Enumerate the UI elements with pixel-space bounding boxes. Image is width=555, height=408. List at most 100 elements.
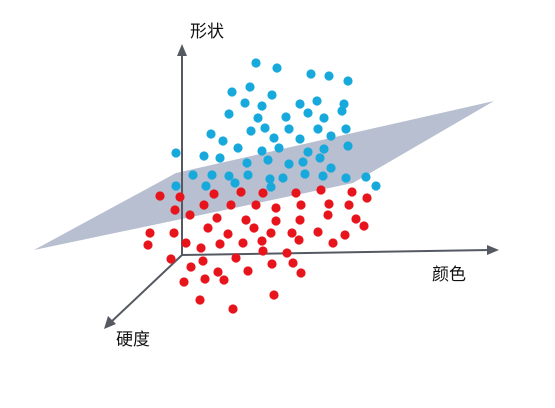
blue-data-point <box>313 124 323 134</box>
blue-data-point <box>318 171 328 181</box>
blue-data-point <box>269 133 279 143</box>
red-data-point <box>287 228 297 238</box>
shape-axis-label: 形状 <box>190 22 224 42</box>
color-axis-label: 颜色 <box>432 265 466 285</box>
red-data-point <box>155 191 165 201</box>
blue-data-point <box>303 108 313 118</box>
blue-data-point <box>227 87 237 97</box>
red-data-point <box>362 193 372 203</box>
blue-data-point <box>343 141 353 151</box>
blue-data-point <box>315 153 325 163</box>
blue-data-point <box>298 157 308 167</box>
blue-data-point <box>267 90 277 100</box>
blue-data-point <box>312 96 322 106</box>
red-data-point <box>328 238 338 248</box>
red-data-point <box>169 228 179 238</box>
red-data-point <box>143 240 153 250</box>
red-data-point <box>344 200 354 210</box>
blue-data-point <box>246 126 256 136</box>
blue-data-point <box>284 124 294 134</box>
red-data-point <box>226 200 236 210</box>
red-data-point <box>223 229 233 239</box>
red-data-point <box>186 262 196 272</box>
blue-data-point <box>306 69 316 79</box>
blue-data-point <box>224 109 234 119</box>
red-data-point <box>291 188 301 198</box>
blue-data-point <box>326 163 336 173</box>
red-data-point <box>203 223 213 233</box>
blue-data-point <box>281 112 291 122</box>
red-data-point <box>266 228 276 238</box>
red-data-point <box>181 238 191 248</box>
red-data-point <box>170 205 180 215</box>
hardness-axis-line <box>109 254 183 324</box>
red-data-point <box>296 268 306 278</box>
red-data-point <box>271 203 281 213</box>
red-data-point <box>340 230 350 240</box>
red-data-point <box>249 223 259 233</box>
blue-data-point <box>319 113 329 123</box>
red-class-points <box>143 185 372 314</box>
red-data-point <box>231 253 241 263</box>
red-data-point <box>236 187 246 197</box>
blue-data-point <box>295 134 305 144</box>
blue-data-point <box>266 182 276 192</box>
red-data-point <box>199 200 209 210</box>
blue-data-point <box>243 170 253 180</box>
blue-data-point <box>224 171 234 181</box>
blue-data-point <box>201 181 211 191</box>
blue-data-point <box>339 99 349 109</box>
red-data-point <box>313 227 323 237</box>
red-data-point <box>145 228 155 238</box>
red-data-point <box>296 200 306 210</box>
blue-data-point <box>199 151 209 161</box>
blue-data-point <box>215 153 225 163</box>
shape-axis-arrow-icon <box>177 44 187 56</box>
blue-data-point <box>240 98 250 108</box>
red-data-point <box>316 185 326 195</box>
red-data-point <box>243 266 253 276</box>
blue-data-point <box>230 178 240 188</box>
blue-data-point <box>341 173 351 183</box>
blue-data-point <box>361 172 371 182</box>
red-data-point <box>258 246 268 256</box>
blue-data-point <box>171 148 181 158</box>
blue-data-point <box>284 159 294 169</box>
blue-data-point <box>295 99 305 109</box>
blue-data-point <box>265 174 275 184</box>
blue-data-point <box>218 136 228 146</box>
blue-data-point <box>253 113 263 123</box>
red-data-point <box>294 235 304 245</box>
color-axis-line <box>181 249 491 256</box>
hardness-axis-label: 硬度 <box>116 330 150 350</box>
blue-data-point <box>303 147 313 157</box>
blue-data-point <box>257 101 267 111</box>
blue-class-points <box>171 58 381 192</box>
blue-data-point <box>371 181 381 191</box>
blue-data-point <box>337 106 347 116</box>
red-data-point <box>166 254 176 264</box>
blue-data-point <box>233 143 243 153</box>
red-data-point <box>213 267 223 277</box>
blue-data-point <box>263 155 273 165</box>
red-data-point <box>238 238 248 248</box>
red-data-point <box>351 214 361 224</box>
red-data-point <box>185 210 195 220</box>
blue-data-point <box>326 131 336 141</box>
red-data-point <box>257 236 267 246</box>
blue-data-point <box>251 58 261 68</box>
red-data-point <box>200 274 210 284</box>
red-data-point <box>196 243 206 253</box>
blue-data-point <box>341 124 351 134</box>
red-data-point <box>295 215 305 225</box>
blue-data-point <box>206 129 216 139</box>
blue-data-point <box>274 143 284 153</box>
blue-data-point <box>242 158 252 168</box>
blue-data-point <box>260 123 270 133</box>
red-data-point <box>219 275 229 285</box>
red-data-point <box>212 213 222 223</box>
red-data-point <box>251 200 261 210</box>
red-data-point <box>195 295 205 305</box>
red-data-point <box>241 215 251 225</box>
